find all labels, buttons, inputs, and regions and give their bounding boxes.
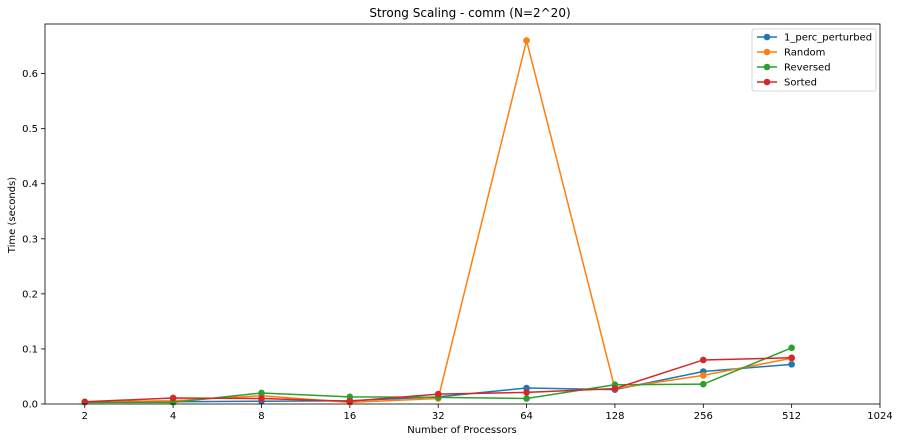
axis-ticks: 2 4 8 16 32 64 128 256 512 1024 0.0 0.1 0.2 0.3 0.4 0.5… <box>22 69 893 422</box>
series-sorted <box>81 354 795 406</box>
y-tick-label: 0.6 <box>22 69 38 80</box>
data-point-sorted <box>434 390 442 398</box>
x-tick-label: 32 <box>432 411 445 422</box>
data-point-sorted <box>611 385 619 392</box>
data-point-sorted <box>258 395 265 402</box>
y-tick-label: 0.4 <box>22 179 38 190</box>
data-point-reversed <box>258 389 265 397</box>
data-point-reversed <box>523 395 530 402</box>
legend-label-1-perc-perturbed: 1_perc_perturbed <box>784 33 872 44</box>
data-point-reversed <box>699 380 707 388</box>
legend-marker-random <box>763 48 771 56</box>
y-tick-label: 0.3 <box>22 234 38 245</box>
x-tick-label: 4 <box>170 411 176 422</box>
legend-marker-reversed <box>763 63 771 71</box>
x-tick-label: 64 <box>520 411 533 422</box>
legend-label-sorted: Sorted <box>784 78 817 89</box>
y-tick-label: 0.5 <box>22 124 38 135</box>
y-axis-label: Time (seconds) <box>7 177 18 254</box>
legend-marker-1-perc-perturbed <box>763 33 771 41</box>
data-point-1-perc-perturbed <box>788 361 795 368</box>
data-point-random <box>523 37 530 44</box>
y-tick-label: 0.2 <box>22 289 38 300</box>
x-tick-label: 256 <box>694 411 713 422</box>
x-tick-label: 16 <box>343 411 356 422</box>
legend-label-random: Random <box>784 48 825 59</box>
x-tick-label: 8 <box>258 411 264 422</box>
legend-label-reversed: Reversed <box>784 63 831 74</box>
data-point-sorted <box>81 398 89 406</box>
data-point-random <box>699 372 707 379</box>
x-tick-label: 1024 <box>867 411 892 422</box>
chart-title: Strong Scaling - comm (N=2^20) <box>369 6 570 20</box>
legend-marker-sorted <box>763 78 771 86</box>
x-tick-label: 2 <box>82 411 88 422</box>
data-point-sorted <box>523 389 530 396</box>
y-tick-label: 0.1 <box>22 344 38 355</box>
data-point-reversed <box>788 344 795 352</box>
legend: 1_perc_perturbed Random Reversed Sorted <box>751 28 877 92</box>
data-point-sorted <box>788 354 795 362</box>
data-point-sorted <box>169 394 177 402</box>
data-point-sorted <box>346 397 354 405</box>
data-point-sorted <box>699 356 707 364</box>
y-tick-label: 0.0 <box>22 400 38 411</box>
plot-frame <box>44 23 881 405</box>
x-tick-label: 512 <box>782 411 801 422</box>
x-tick-label: 128 <box>605 411 624 422</box>
x-axis-label: Number of Processors <box>407 425 517 436</box>
legend-box <box>751 28 877 92</box>
